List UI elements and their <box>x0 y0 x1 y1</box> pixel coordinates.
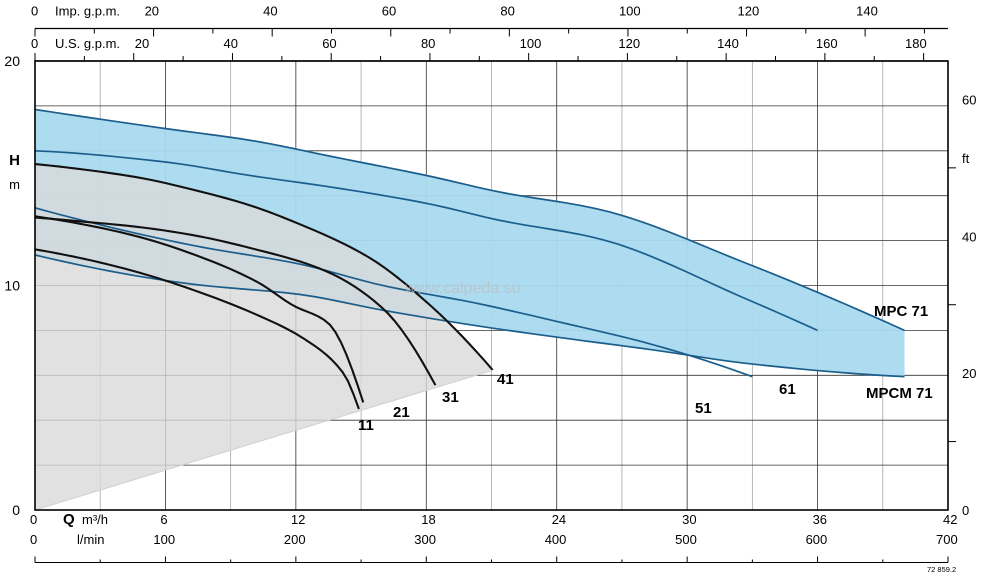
svg-text:18: 18 <box>421 512 435 527</box>
svg-text:0: 0 <box>12 502 20 518</box>
svg-text:36: 36 <box>813 512 827 527</box>
svg-text:180: 180 <box>905 36 927 51</box>
svg-text:20: 20 <box>962 366 976 381</box>
svg-text:m³/h: m³/h <box>82 512 108 527</box>
svg-text:U.S. g.p.m.: U.S. g.p.m. <box>55 36 120 51</box>
svg-text:100: 100 <box>619 4 641 19</box>
svg-text:ft: ft <box>962 151 970 166</box>
svg-text:0: 0 <box>30 532 37 547</box>
svg-text:MPC 71: MPC 71 <box>874 303 928 320</box>
svg-text:0: 0 <box>31 36 38 51</box>
svg-text:m: m <box>9 177 20 192</box>
svg-text:100: 100 <box>520 36 542 51</box>
svg-text:l/min: l/min <box>77 532 104 547</box>
svg-text:72 859.2: 72 859.2 <box>927 565 956 574</box>
svg-text:Imp. g.p.m.: Imp. g.p.m. <box>55 4 120 19</box>
svg-text:20: 20 <box>145 4 159 19</box>
svg-text:20: 20 <box>135 36 149 51</box>
svg-text:120: 120 <box>618 36 640 51</box>
svg-text:www.calpeda.su: www.calpeda.su <box>404 280 521 297</box>
svg-text:200: 200 <box>284 532 306 547</box>
svg-text:0: 0 <box>31 4 38 19</box>
svg-text:31: 31 <box>442 389 459 406</box>
svg-text:60: 60 <box>382 4 396 19</box>
svg-text:500: 500 <box>675 532 697 547</box>
svg-text:100: 100 <box>153 532 175 547</box>
svg-text:20: 20 <box>4 53 20 69</box>
svg-text:160: 160 <box>816 36 838 51</box>
svg-text:80: 80 <box>500 4 514 19</box>
svg-text:60: 60 <box>322 36 336 51</box>
svg-text:140: 140 <box>717 36 739 51</box>
svg-text:12: 12 <box>291 512 305 527</box>
svg-text:42: 42 <box>943 512 957 527</box>
svg-text:Q: Q <box>63 511 75 528</box>
svg-text:0: 0 <box>30 512 37 527</box>
svg-text:40: 40 <box>962 229 976 244</box>
svg-text:10: 10 <box>4 278 20 294</box>
svg-text:120: 120 <box>738 4 760 19</box>
svg-text:80: 80 <box>421 36 435 51</box>
svg-text:41: 41 <box>497 371 514 388</box>
svg-text:400: 400 <box>545 532 567 547</box>
svg-text:60: 60 <box>962 92 976 107</box>
svg-text:30: 30 <box>682 512 696 527</box>
svg-text:H: H <box>9 152 20 169</box>
svg-text:140: 140 <box>856 4 878 19</box>
svg-text:21: 21 <box>393 404 410 421</box>
svg-text:6: 6 <box>160 512 167 527</box>
svg-text:11: 11 <box>358 417 374 434</box>
svg-text:24: 24 <box>552 512 566 527</box>
svg-text:600: 600 <box>806 532 828 547</box>
svg-text:51: 51 <box>695 400 712 417</box>
svg-text:61: 61 <box>779 381 796 398</box>
svg-text:0: 0 <box>962 503 969 518</box>
svg-text:40: 40 <box>223 36 237 51</box>
svg-text:300: 300 <box>414 532 436 547</box>
svg-text:MPCM 71: MPCM 71 <box>866 385 933 402</box>
svg-text:40: 40 <box>263 4 277 19</box>
svg-text:700: 700 <box>936 532 958 547</box>
